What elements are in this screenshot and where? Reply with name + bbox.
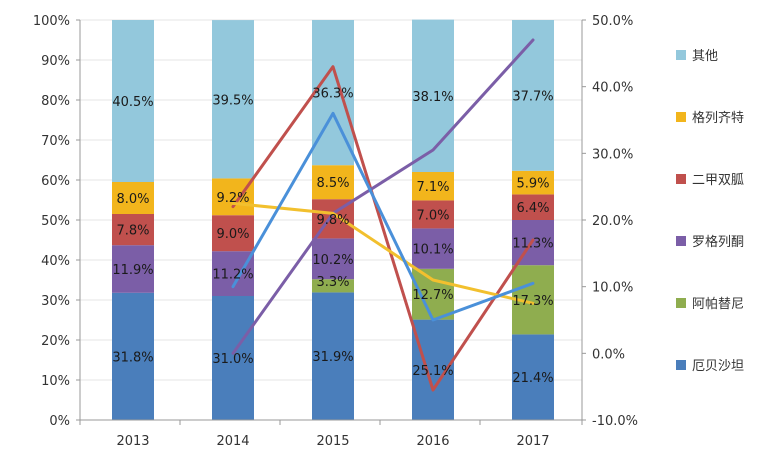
growth-lines xyxy=(231,38,535,392)
y-tick-label: 70% xyxy=(41,134,70,149)
legend-label: 厄贝沙坦 xyxy=(692,359,744,374)
bar-segment xyxy=(512,334,554,420)
data-label: 8.0% xyxy=(116,192,149,207)
legend-swatch xyxy=(676,112,686,122)
data-label: 8.5% xyxy=(316,176,349,191)
y2-tick-label: 30.0% xyxy=(592,147,633,162)
y-tick-label: 20% xyxy=(41,334,70,349)
y-tick-label: 80% xyxy=(41,94,70,109)
data-label: 3.3% xyxy=(316,275,349,290)
data-label: 9.2% xyxy=(216,191,249,206)
bars xyxy=(112,19,554,420)
axes: 0% 10% 20% 30% 40% 50% 60% 70% 80% 90% 100% -10.0% 0… xyxy=(33,14,638,449)
data-label: 25.1% xyxy=(412,364,453,379)
legend-swatch xyxy=(676,360,686,370)
y2-tick-label: -10.0% xyxy=(592,414,638,429)
bar-segment xyxy=(212,215,254,252)
bar-segment xyxy=(212,20,254,179)
bar-segment xyxy=(412,200,454,229)
bar-segment xyxy=(112,182,154,214)
legend-label: 格列齐特 xyxy=(692,110,744,126)
data-label: 12.7% xyxy=(412,288,453,303)
bar-segment xyxy=(212,296,254,420)
legend-swatch xyxy=(676,174,686,184)
bar-segment xyxy=(312,292,354,420)
growth-line xyxy=(231,201,535,305)
bar-segment xyxy=(512,20,554,171)
y-tick-label: 30% xyxy=(41,294,70,309)
data-label: 11.9% xyxy=(112,263,153,278)
y-tick-label: 100% xyxy=(33,14,70,29)
bar-segment xyxy=(312,238,354,280)
y2-tick-label: 0.0% xyxy=(592,347,625,362)
legend-swatch xyxy=(676,298,686,308)
data-label: 6.4% xyxy=(516,201,549,216)
data-label: 10.2% xyxy=(312,253,353,268)
bar-segment xyxy=(212,251,254,296)
data-label: 7.1% xyxy=(416,180,449,195)
bar-segment xyxy=(512,170,554,195)
y2-tick-label: 40.0% xyxy=(592,81,633,96)
bar-segment xyxy=(512,194,554,220)
data-label: 11.2% xyxy=(212,268,253,283)
legend-label: 阿帕替尼 xyxy=(692,297,744,312)
x-tick-label: 2015 xyxy=(316,434,349,449)
y-tick-label: 60% xyxy=(41,174,70,189)
data-label: 39.5% xyxy=(212,93,253,108)
x-tick-label: 2017 xyxy=(516,434,549,449)
bar-segment xyxy=(412,172,454,201)
bar-segment xyxy=(412,228,454,269)
data-label: 21.4% xyxy=(512,371,553,386)
bar-segment xyxy=(312,279,354,293)
data-label: 7.0% xyxy=(416,208,449,223)
legend-label: 罗格列酮 xyxy=(692,234,744,250)
bar-data-labels: 31.8% 11.9% 7.8% 8.0% 40.5% 31.0% 11.2% 9.0% 9.2… xyxy=(112,87,553,387)
data-label: 9.8% xyxy=(316,213,349,228)
data-label: 36.3% xyxy=(312,87,353,102)
y-tick-label: 90% xyxy=(41,54,70,69)
y-tick-label: 40% xyxy=(41,254,70,269)
data-label: 31.9% xyxy=(312,350,353,365)
legend-swatch xyxy=(676,50,686,60)
bar-segment xyxy=(112,214,154,246)
legend-label: 其他 xyxy=(692,49,718,64)
data-label: 5.9% xyxy=(516,177,549,192)
growth-line xyxy=(231,111,535,322)
bar-segment xyxy=(412,19,454,172)
bar-segment xyxy=(112,292,154,420)
y-tick-label: 50% xyxy=(41,214,70,229)
legend-swatch xyxy=(676,236,686,246)
y2-tick-label: 20.0% xyxy=(592,214,633,229)
data-label: 10.1% xyxy=(412,243,453,258)
x-tick-label: 2013 xyxy=(116,434,149,449)
data-label: 9.0% xyxy=(216,227,249,242)
data-label: 31.0% xyxy=(212,352,253,367)
bar-segment xyxy=(312,165,354,200)
bar-segment xyxy=(112,245,154,293)
x-tick-label: 2014 xyxy=(216,434,249,449)
y-tick-label: 10% xyxy=(41,374,70,389)
data-label: 11.3% xyxy=(512,237,553,252)
data-label: 38.1% xyxy=(412,90,453,105)
legend-label: 二甲双胍 xyxy=(692,173,744,188)
y2-tick-label: 10.0% xyxy=(592,281,633,296)
growth-line xyxy=(231,38,535,355)
y2-tick-label: 50.0% xyxy=(592,14,633,29)
data-label: 37.7% xyxy=(512,89,553,104)
y-tick-label: 0% xyxy=(49,414,70,429)
growth-line xyxy=(231,65,535,392)
data-label: 7.8% xyxy=(116,224,149,239)
data-label: 40.5% xyxy=(112,95,153,110)
x-tick-label: 2016 xyxy=(416,434,449,449)
data-label: 31.8% xyxy=(112,350,153,365)
bar-segment xyxy=(112,20,154,182)
data-label: 17.3% xyxy=(512,294,553,309)
